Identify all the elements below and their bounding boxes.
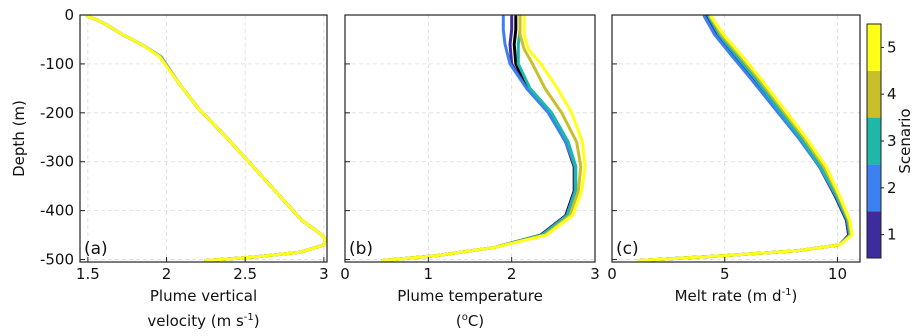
series-line-scenario-3 xyxy=(381,15,578,262)
panel-c: 0 5 10 (c) Melt rate (m d-1) xyxy=(607,14,861,305)
colorbar-segment-4 xyxy=(867,70,881,118)
series-line-scenario-4 xyxy=(86,15,327,262)
x-tick-label: 1 xyxy=(424,265,434,283)
colorbar-segment-1 xyxy=(867,211,881,258)
x-tick-label: 2 xyxy=(162,265,172,283)
y-tick-label: -200 xyxy=(40,104,74,122)
x-axis-label: Melt rate (m d-1) xyxy=(675,287,798,305)
colorbar-segment-2 xyxy=(867,164,881,212)
x-tick-label: 0 xyxy=(607,265,617,283)
panel-tag: (b) xyxy=(349,239,373,259)
x-tick-label: 5 xyxy=(720,265,730,283)
series-line-scenario-0 xyxy=(86,15,327,262)
x-axis-label-line1: Plume vertical xyxy=(150,287,257,305)
x-tick-label: 2.5 xyxy=(233,265,257,283)
series-line-scenario-2 xyxy=(637,15,852,262)
colorbar: 1 2 3 4 5 xyxy=(866,23,897,259)
colorbar-segment-5 xyxy=(867,24,881,71)
panel-tag: (a) xyxy=(84,239,108,259)
colorbar-tick-label: 2 xyxy=(887,179,897,197)
series-line-scenario-1 xyxy=(86,15,327,262)
colorbar-segment-3 xyxy=(867,117,881,165)
series-line-scenario-4 xyxy=(381,15,583,262)
y-tick-label: -300 xyxy=(40,153,74,171)
y-tick-label: -500 xyxy=(40,251,74,269)
x-tick-label: 3 xyxy=(319,265,329,283)
x-tick-label: 1.5 xyxy=(76,265,100,283)
colorbar-tick-label: 1 xyxy=(887,226,897,244)
axes-frame xyxy=(611,14,861,263)
series-line-scenario-5 xyxy=(637,15,854,262)
series-line-scenario-1 xyxy=(381,15,577,262)
series-line-scenario-3 xyxy=(86,15,327,262)
panel-tag: (c) xyxy=(616,239,639,259)
x-tick-label: 2 xyxy=(507,265,517,283)
y-tick-label: -400 xyxy=(40,202,74,220)
panel-b: 0 1 2 3 (b) Plume temperature (oC) xyxy=(340,14,600,330)
y-tick-label: -100 xyxy=(40,55,74,73)
colorbar-label: Scenario xyxy=(896,108,914,173)
x-tick-label: 10 xyxy=(828,265,847,283)
series-line-scenario-3 xyxy=(637,15,852,262)
series-line-scenario-0 xyxy=(637,15,851,262)
axes-frame xyxy=(344,14,596,263)
series-line-scenario-5 xyxy=(86,15,327,262)
series-line-scenario-5 xyxy=(381,15,587,262)
series-line-scenario-1 xyxy=(637,15,851,262)
colorbar-tick-label: 3 xyxy=(887,132,897,150)
x-tick-label: 0 xyxy=(340,265,350,283)
x-axis-label-line2: velocity (m s-1) xyxy=(147,312,259,330)
series-line-scenario-4 xyxy=(637,15,853,262)
axes-frame xyxy=(79,14,328,263)
series-line-scenario-2 xyxy=(86,15,327,262)
colorbar-tick-label: 5 xyxy=(887,38,897,56)
series-line-scenario-0 xyxy=(381,15,576,262)
x-axis-label-line1: Plume temperature xyxy=(397,287,543,305)
x-axis-label-line2: (oC) xyxy=(456,312,484,330)
series-line-scenario-2 xyxy=(381,15,577,262)
x-tick-label: 3 xyxy=(590,265,600,283)
y-axis-label: Depth (m) xyxy=(10,100,28,177)
y-tick-label: 0 xyxy=(64,6,74,24)
colorbar-tick-label: 4 xyxy=(887,85,897,103)
colorbar-frame xyxy=(866,23,882,259)
